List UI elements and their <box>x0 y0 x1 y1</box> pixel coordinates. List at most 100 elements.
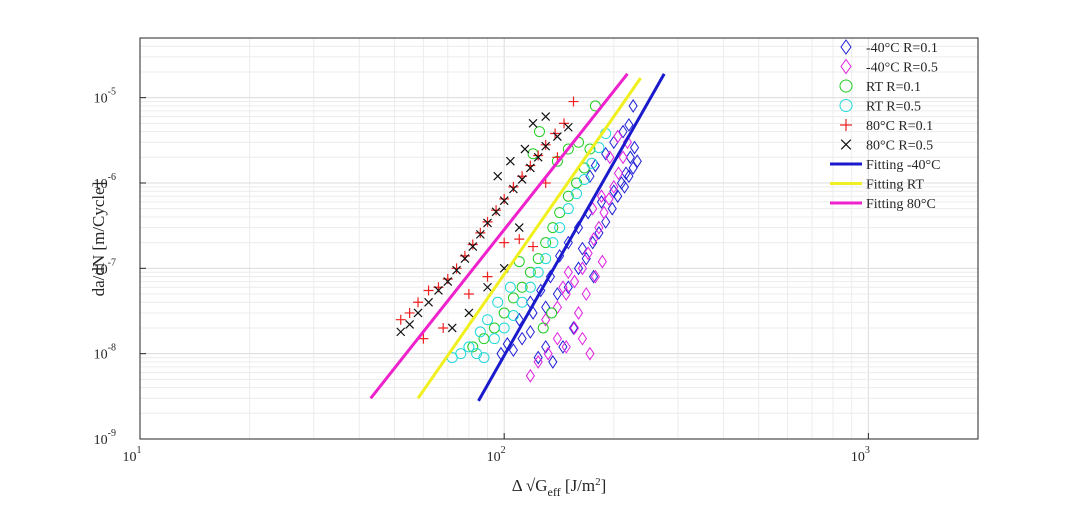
x-axis-label-unit-sup: 2 <box>595 476 601 488</box>
data-point <box>625 150 635 165</box>
data-point <box>493 171 503 181</box>
legend-marker <box>840 119 852 131</box>
data-point <box>541 340 551 354</box>
plot-frame <box>139 37 979 440</box>
data-point <box>516 296 528 308</box>
data-point <box>525 163 535 173</box>
legend-label: RT R=0.1 <box>866 80 921 95</box>
data-point <box>558 280 568 295</box>
data-point <box>609 179 619 194</box>
data-point <box>475 229 485 239</box>
data-point <box>561 340 571 354</box>
data-point <box>578 173 590 185</box>
x-tick-label: 102 <box>487 445 506 465</box>
x-tick-base: 10 <box>487 450 501 465</box>
data-point <box>405 320 415 329</box>
data-point <box>624 169 634 184</box>
y-tick-label: 10-9 <box>94 428 116 448</box>
data-point <box>590 269 600 284</box>
data-point <box>613 189 623 204</box>
legend-label: 80°C R=0.5 <box>866 139 933 154</box>
data-point <box>541 141 551 151</box>
data-point <box>418 333 429 344</box>
data-point <box>547 222 559 234</box>
y-tick-label: 10-6 <box>94 172 116 192</box>
data-point <box>483 218 492 228</box>
data-point <box>460 254 470 264</box>
data-point <box>514 234 525 245</box>
x-axis-label-sub: eff <box>548 485 561 499</box>
data-point <box>508 181 519 192</box>
data-point <box>601 214 611 229</box>
data-point <box>482 271 493 282</box>
data-point <box>463 341 475 353</box>
data-point <box>517 175 527 184</box>
data-point <box>525 160 536 171</box>
y-tick-label: 10-8 <box>94 343 116 363</box>
legend-label: 80°C R=0.1 <box>866 119 933 134</box>
data-point <box>594 220 604 235</box>
x-tick-base: 10 <box>123 450 137 465</box>
y-tick-base: 10 <box>94 177 108 192</box>
data-point <box>588 232 599 247</box>
data-point <box>532 253 544 265</box>
data-point <box>533 126 545 138</box>
data-point <box>514 312 524 327</box>
y-tick-exponent: -7 <box>108 257 116 268</box>
data-point <box>548 355 558 369</box>
data-point <box>585 169 595 184</box>
data-point <box>613 166 624 181</box>
data-point <box>601 146 611 161</box>
x-tick-base: 10 <box>851 450 865 465</box>
data-point <box>629 140 640 155</box>
data-point <box>628 99 638 113</box>
y-ticks: 10-910-810-710-610-5 <box>94 87 146 448</box>
data-point <box>583 246 593 261</box>
data-point <box>468 242 478 251</box>
data-point <box>541 312 551 327</box>
y-tick-base: 10 <box>94 92 108 107</box>
data-point <box>581 287 591 301</box>
y-tick-base: 10 <box>94 262 108 277</box>
data-point <box>562 203 574 215</box>
data-point <box>525 324 535 339</box>
data-point <box>562 190 574 202</box>
data-point <box>504 281 516 293</box>
data-point <box>547 237 559 249</box>
plot-background <box>140 38 978 439</box>
data-point <box>463 289 474 300</box>
data-point <box>540 253 552 265</box>
data-point <box>613 129 623 144</box>
data-point <box>605 150 615 165</box>
data-point <box>483 282 492 292</box>
data-point <box>559 118 570 129</box>
x-axis-label-main: Δ √G <box>512 476 548 495</box>
data-point <box>491 205 502 216</box>
data-point <box>590 158 600 173</box>
y-axis-label: da/dN [m/Cycle] <box>89 182 108 297</box>
data-point <box>525 368 535 383</box>
legend: -40°C R=0.1 -40°C R=0.5 RT R=0.1 RT R=0.5 80… <box>830 39 940 212</box>
data-point <box>537 322 549 334</box>
x-axis-label: Δ √Geff [J/m2] <box>512 476 607 499</box>
data-point <box>482 314 494 326</box>
legend-label: -40°C R=0.5 <box>866 61 938 76</box>
data-point <box>540 237 552 249</box>
data-point <box>558 340 568 354</box>
data-point <box>618 150 628 165</box>
data-point <box>533 350 543 365</box>
data-point <box>447 323 457 333</box>
legend-marker <box>840 39 852 55</box>
legend-label: RT R=0.5 <box>866 100 921 115</box>
data-point <box>599 205 609 220</box>
data-point <box>552 287 563 301</box>
data-point <box>438 322 449 333</box>
data-point <box>475 227 486 238</box>
x-ticks: 101 102 103 <box>123 433 870 465</box>
data-point <box>607 201 617 216</box>
x-tick-exponent: 3 <box>865 445 870 456</box>
data-point <box>423 285 434 296</box>
data-point <box>451 263 462 274</box>
series-group <box>396 112 573 337</box>
